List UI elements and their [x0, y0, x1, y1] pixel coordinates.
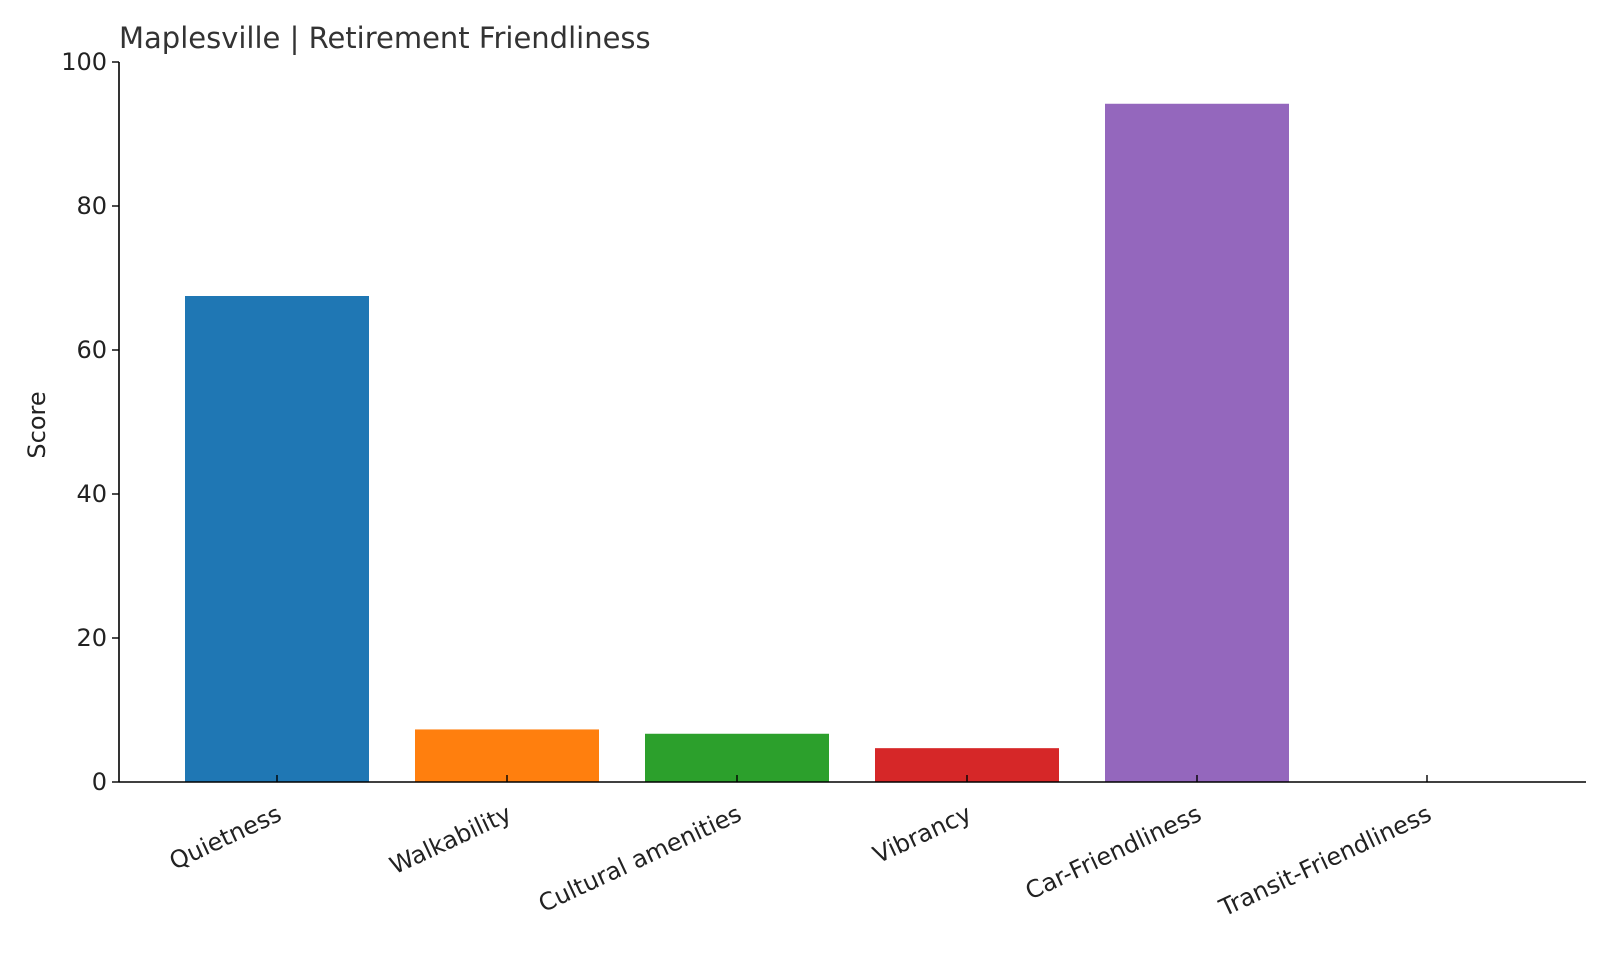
y-tick-label: 40	[76, 480, 107, 508]
x-tick-label: Vibrancy	[869, 799, 976, 869]
x-tick-label: Transit-Friendliness	[1214, 799, 1435, 922]
y-ticks-group: 0 20 40 60 80 100	[61, 48, 119, 796]
y-tick-label: 60	[76, 336, 107, 364]
chart-title: Maplesville | Retirement Friendliness	[119, 21, 651, 55]
y-tick-label: 20	[76, 624, 107, 652]
x-tick-label: Quietness	[165, 799, 286, 875]
x-tick-label: Walkability	[385, 799, 515, 880]
bars-group	[185, 103, 1289, 782]
bar-walkability	[415, 729, 599, 782]
bar-cultural-amenities	[645, 733, 829, 782]
y-axis-label: Score	[23, 391, 51, 458]
bar-quietness	[185, 296, 369, 782]
bar-car-friendliness	[1105, 103, 1289, 782]
y-tick-label: 80	[76, 192, 107, 220]
x-tick-label: Cultural amenities	[534, 799, 745, 917]
y-tick-label: 0	[92, 768, 107, 796]
x-tick-label: Car-Friendliness	[1021, 799, 1206, 905]
x-ticks-group: Quietness Walkability Cultural amenities Vi…	[165, 775, 1436, 923]
y-tick-label: 100	[61, 48, 107, 76]
